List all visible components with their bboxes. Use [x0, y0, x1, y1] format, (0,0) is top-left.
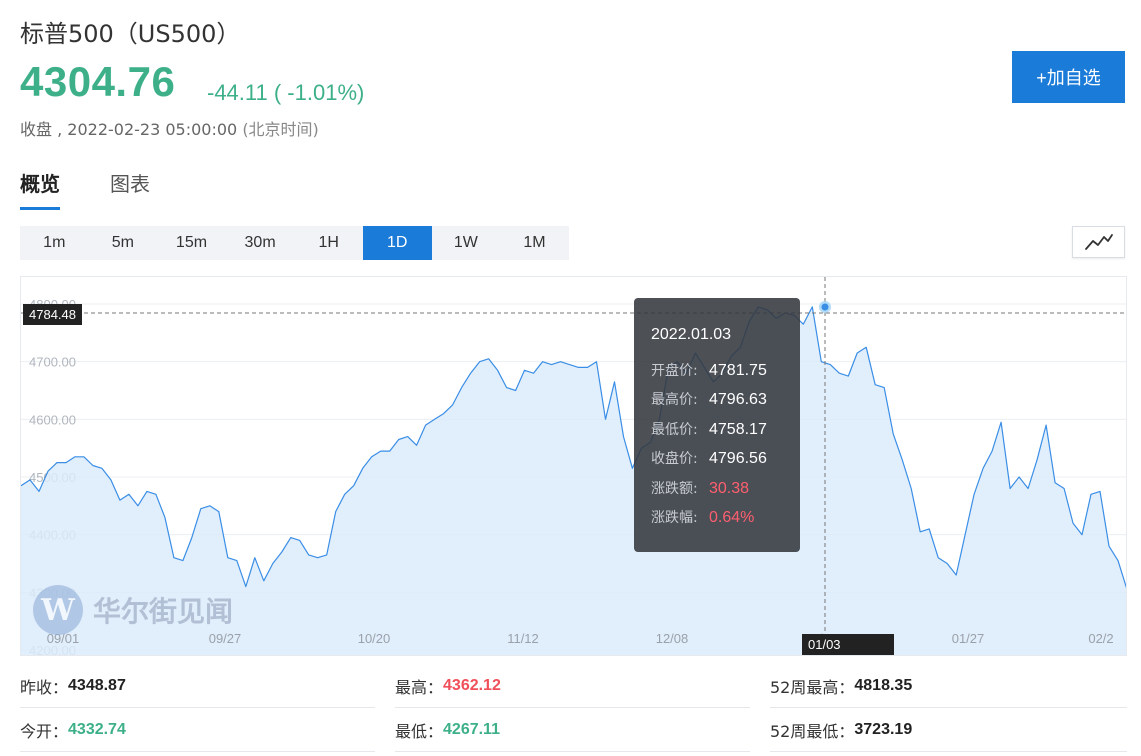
x-tick-label: 10/20 [358, 631, 391, 646]
status-timestamp: 2022-02-23 05:00:00 [67, 120, 238, 139]
stat-label: 今开： [20, 721, 69, 741]
x-tick-label: 12/08 [656, 631, 689, 646]
stat-prev-close: 昨收： 4348.87 [20, 664, 375, 708]
crosshair-x-label: 01/03 [802, 634, 894, 655]
tooltip-value: 0.64% [709, 508, 755, 526]
tooltip-value: 4758.17 [709, 420, 767, 438]
stat-value: 4332.74 [68, 720, 126, 738]
interval-selector: 1m 5m 15m 30m 1H 1D 1W 1M [20, 226, 569, 260]
stat-value: 3723.19 [854, 720, 913, 738]
interval-1mo[interactable]: 1M [523, 234, 546, 251]
tooltip-value: 4796.56 [709, 450, 767, 468]
x-tick-label: 11/12 [507, 631, 539, 646]
status-timezone: (北京时间) [242, 120, 319, 139]
y-tick-label: 4700.00 [29, 355, 76, 370]
stats-row: 昨收： 4348.87 最高： 4362.12 52周最高： 4818.35 [20, 664, 1127, 708]
tooltip-label: 涨跌幅: [651, 509, 698, 526]
tooltip-row-change-pct: 涨跌幅: 0.64% [651, 507, 800, 536]
stats-table: 昨收： 4348.87 最高： 4362.12 52周最高： 4818.35 今… [20, 664, 1127, 752]
stat-open: 今开： 4332.74 [20, 708, 375, 752]
interval-1d[interactable]: 1D [362, 226, 432, 260]
watermark: W 华尔街见闻 [33, 585, 233, 635]
x-tick-label: 09/27 [209, 631, 242, 646]
view-tabs: 概览 图表 [20, 168, 150, 210]
interval-1w[interactable]: 1W [453, 234, 478, 251]
stat-value: 4362.12 [443, 676, 501, 694]
interval-5m[interactable]: 5m [111, 234, 134, 251]
stat-label: 52周最低： [770, 721, 855, 741]
interval-1m[interactable]: 1m [43, 234, 66, 251]
price-chart[interactable]: 4800.004700.004600.004500.004400.004300.… [20, 276, 1127, 656]
tooltip-label: 最高价: [651, 392, 698, 409]
interval-15m[interactable]: 15m [175, 234, 208, 251]
line-chart-icon [1084, 234, 1113, 250]
stat-value: 4348.87 [68, 676, 126, 694]
market-status: 收盘 , 2022-02-23 05:00:00 (北京时间) [20, 116, 319, 140]
stat-label: 最高： [395, 677, 444, 697]
crosshair-y-label: 4784.48 [23, 304, 82, 325]
tooltip-row-high: 最高价: 4796.63 [651, 389, 800, 418]
stat-label: 昨收： [20, 677, 69, 697]
stat-high: 最高： 4362.12 [395, 664, 750, 708]
interval-1h[interactable]: 1H [318, 234, 339, 251]
tooltip-label: 涨跌额: [651, 480, 698, 497]
x-tick-label: 01/27 [952, 631, 985, 646]
tab-overview[interactable]: 概览 [20, 168, 60, 210]
tooltip-row-low: 最低价: 4758.17 [651, 419, 800, 448]
interval-30m[interactable]: 30m [244, 234, 276, 251]
x-tick-label: 02/2 [1088, 631, 1113, 646]
stat-label: 52周最高： [770, 677, 855, 697]
tab-chart[interactable]: 图表 [110, 172, 150, 196]
stat-label: 最低： [395, 721, 444, 741]
tooltip-value: 4796.63 [709, 391, 767, 409]
tooltip-label: 开盘价: [651, 363, 698, 379]
stat-value: 4818.35 [854, 676, 913, 694]
status-label: 收盘 , [20, 120, 63, 139]
add-watchlist-button[interactable]: +加自选 [1012, 51, 1125, 103]
price-change: -44.11 ( -1.01%) [207, 80, 365, 105]
stat-52w-high: 52周最高： 4818.35 [770, 664, 1127, 708]
stat-52w-low: 52周最低： 3723.19 [770, 708, 1127, 752]
stat-low: 最低： 4267.11 [395, 708, 750, 752]
watermark-text: 华尔街见闻 [93, 595, 234, 628]
hover-point [821, 303, 829, 311]
tooltip-date: 2022.01.03 [651, 326, 732, 343]
chart-canvas[interactable]: 4800.004700.004600.004500.004400.004300.… [21, 277, 1127, 656]
tooltip-value: 30.38 [709, 479, 750, 497]
last-price: 4304.76 [20, 58, 176, 105]
stats-row: 今开： 4332.74 最低： 4267.11 52周最低： 3723.19 [20, 708, 1127, 752]
instrument-title: 标普500（US500） [20, 20, 241, 48]
tooltip-row-change: 涨跌额: 30.38 [651, 478, 800, 507]
y-tick-label: 4600.00 [29, 412, 76, 427]
data-tooltip: 2022.01.03 开盘价: 4781.75 最高价: 4796.63 最低价… [634, 298, 800, 552]
series-area [21, 306, 1126, 655]
watermark-logo: W [33, 585, 83, 635]
stat-value: 4267.11 [443, 720, 500, 738]
tooltip-row-close: 收盘价: 4796.56 [651, 448, 800, 477]
tooltip-row-open: 开盘价: 4781.75 [651, 360, 800, 389]
series-line [21, 306, 1126, 589]
tooltip-label: 最低价: [651, 421, 698, 438]
tooltip-value: 4781.75 [709, 362, 767, 379]
tooltip-label: 收盘价: [651, 451, 698, 468]
chart-type-button[interactable] [1072, 226, 1125, 258]
